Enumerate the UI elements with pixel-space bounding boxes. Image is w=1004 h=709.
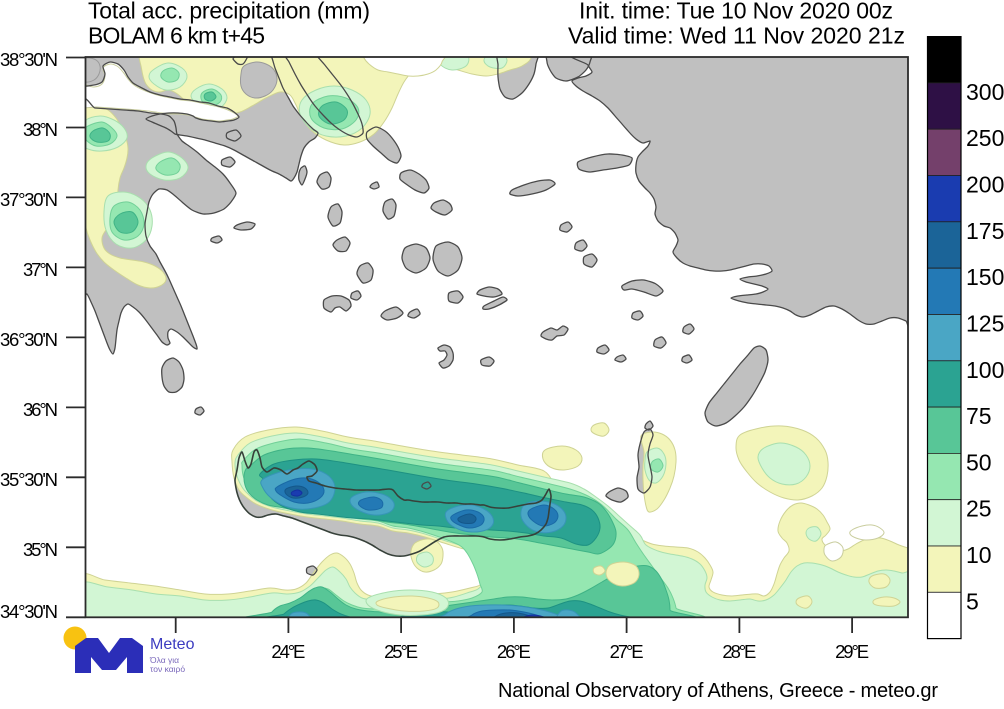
svg-text:50: 50 bbox=[966, 449, 992, 475]
svg-text:34°30'N: 34°30'N bbox=[0, 601, 58, 622]
svg-text:35°N: 35°N bbox=[23, 539, 58, 560]
svg-text:29°E: 29°E bbox=[835, 641, 869, 662]
svg-text:150: 150 bbox=[966, 264, 1004, 290]
svg-text:175: 175 bbox=[966, 218, 1004, 244]
svg-text:250: 250 bbox=[966, 125, 1004, 151]
svg-text:25°E: 25°E bbox=[384, 641, 418, 662]
svg-text:38°N: 38°N bbox=[23, 119, 58, 140]
svg-text:35°30'N: 35°30'N bbox=[0, 469, 58, 490]
svg-text:200: 200 bbox=[966, 172, 1004, 198]
svg-text:Init. time: Tue 10 Nov 2020 00: Init. time: Tue 10 Nov 2020 00z bbox=[579, 0, 893, 24]
svg-text:125: 125 bbox=[966, 311, 1004, 337]
svg-text:27°E: 27°E bbox=[610, 641, 644, 662]
svg-text:100: 100 bbox=[966, 357, 1004, 383]
svg-text:BOLAM 6 km t+45: BOLAM 6 km t+45 bbox=[88, 23, 265, 49]
svg-text:37°N: 37°N bbox=[23, 259, 58, 280]
svg-text:25: 25 bbox=[966, 496, 992, 522]
svg-text:36°N: 36°N bbox=[23, 399, 58, 420]
svg-text:Όλα για: Όλα για bbox=[149, 655, 179, 665]
svg-text:24°E: 24°E bbox=[271, 641, 305, 662]
svg-text:75: 75 bbox=[966, 403, 992, 429]
svg-text:37°30'N: 37°30'N bbox=[0, 189, 58, 210]
svg-text:38°30'N: 38°30'N bbox=[0, 49, 58, 70]
svg-text:5: 5 bbox=[966, 588, 979, 614]
svg-text:28°E: 28°E bbox=[722, 641, 756, 662]
svg-text:Meteo: Meteo bbox=[150, 636, 195, 653]
svg-text:Valid time: Wed 11 Nov 2020 21: Valid time: Wed 11 Nov 2020 21z bbox=[568, 23, 905, 49]
svg-text:10: 10 bbox=[966, 542, 992, 568]
svg-text:τον καιρό: τον καιρό bbox=[150, 664, 185, 674]
svg-text:36°30'N: 36°30'N bbox=[0, 329, 58, 350]
svg-text:National Observatory of Athens: National Observatory of Athens, Greece -… bbox=[498, 680, 938, 702]
svg-text:Total acc. precipitation (mm): Total acc. precipitation (mm) bbox=[88, 0, 370, 24]
svg-text:26°E: 26°E bbox=[497, 641, 531, 662]
svg-text:300: 300 bbox=[966, 79, 1004, 105]
